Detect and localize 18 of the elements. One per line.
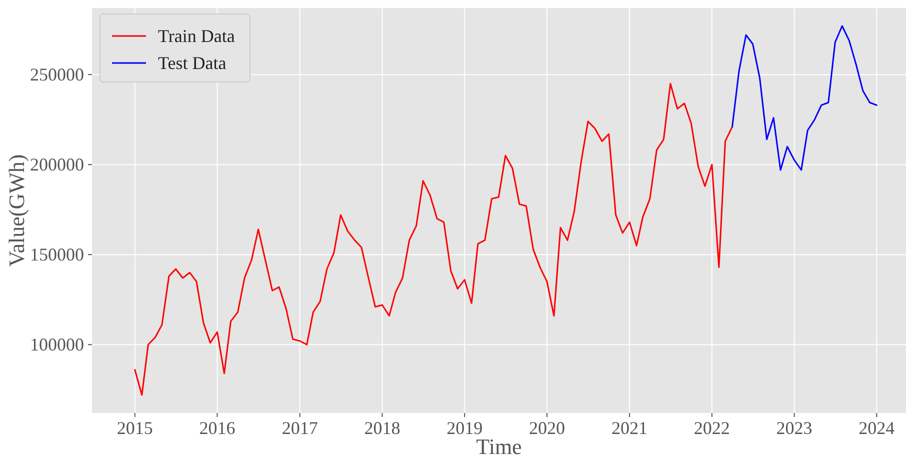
x-tick-label: 2016 — [199, 418, 236, 438]
x-tick-label: 2021 — [612, 418, 648, 438]
y-tick-label: 200000 — [30, 154, 84, 174]
x-tick-label: 2018 — [364, 418, 400, 438]
legend-label: Train Data — [158, 26, 235, 46]
y-axis-title: Value(GWh) — [4, 154, 29, 267]
y-tick-label: 100000 — [30, 334, 84, 354]
x-tick-label: 2020 — [528, 418, 565, 438]
x-tick-label: 2023 — [776, 418, 812, 438]
x-tick-label: 2022 — [694, 418, 730, 438]
legend-label: Test Data — [158, 53, 226, 73]
y-tick-label: 150000 — [30, 244, 84, 264]
line-series — [134, 82, 733, 396]
x-tick-label: 2024 — [858, 418, 895, 438]
x-tick-label: 2015 — [116, 418, 153, 438]
line-series — [731, 25, 878, 171]
x-tick-label: 2017 — [282, 418, 318, 438]
y-tick-label: 250000 — [30, 64, 84, 84]
